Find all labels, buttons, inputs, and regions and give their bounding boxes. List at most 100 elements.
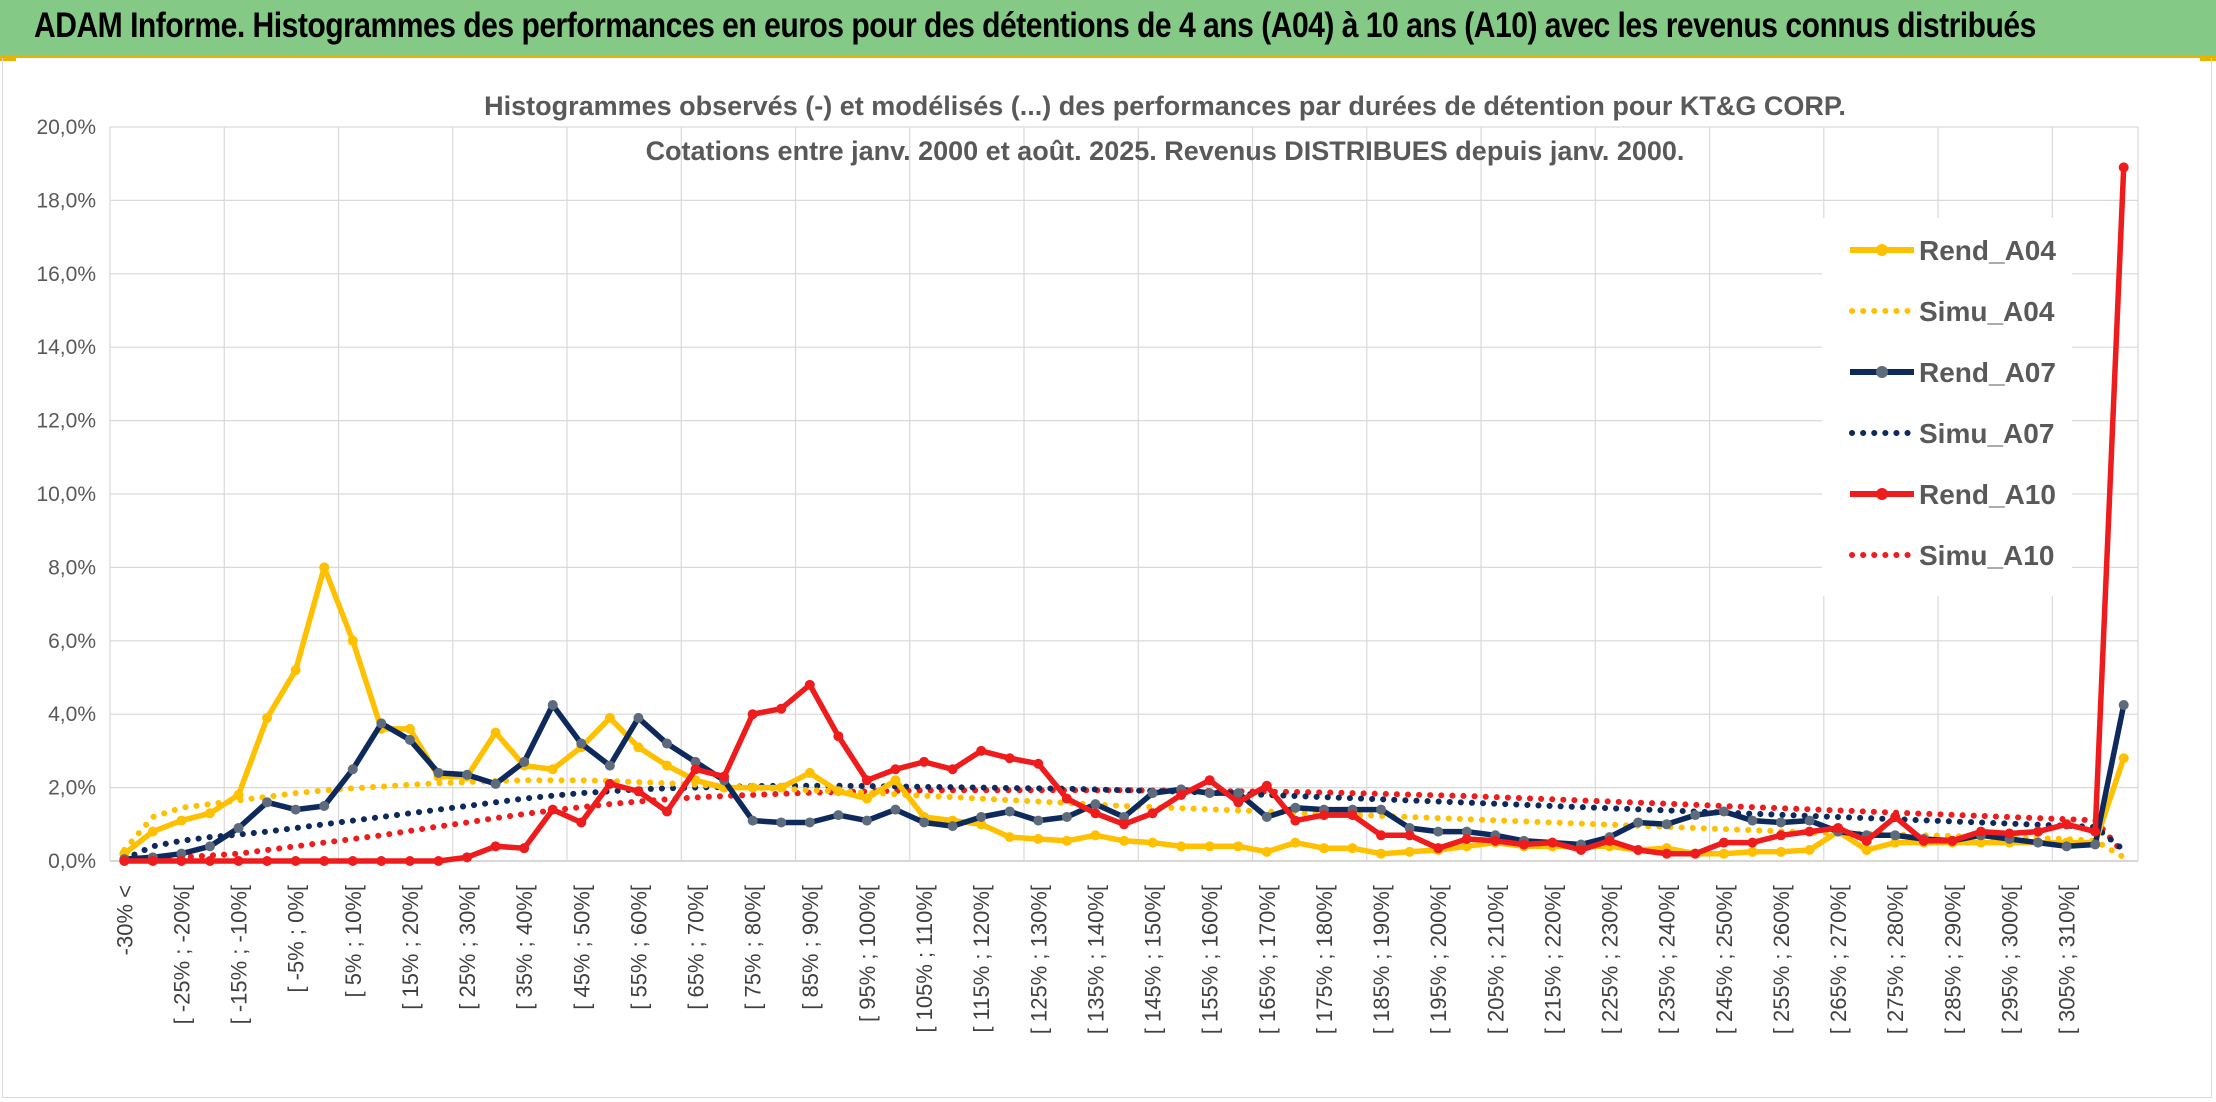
legend-label-simu_a10: Simu_A10	[1919, 540, 2054, 571]
data-point-rend_a10	[1490, 835, 1501, 846]
data-point-rend_a07	[204, 841, 215, 852]
data-point-rend_a07	[1061, 811, 1072, 822]
x-tick-label: [ 305% ; 310%[	[2055, 885, 2080, 1034]
data-point-rend_a07	[1090, 799, 1101, 810]
legend-label-rend_a04: Rend_A04	[1919, 235, 2056, 266]
data-point-rend_a04	[1090, 830, 1101, 841]
data-point-rend_a04	[633, 742, 644, 753]
data-point-rend_a10	[1119, 819, 1129, 830]
data-point-rend_a10	[433, 856, 444, 866]
data-point-rend_a04	[490, 727, 501, 738]
data-point-rend_a04	[890, 775, 901, 786]
data-point-rend_a10	[2090, 826, 2101, 837]
data-point-rend_a10	[1775, 830, 1786, 841]
x-tick-label: [ -5% ; 0%[	[284, 885, 309, 993]
data-point-rend_a07	[804, 817, 815, 828]
x-tick-label: [ 235% ; 240%[	[1655, 885, 1680, 1034]
data-point-rend_a10	[176, 856, 187, 866]
legend-label-rend_a07: Rend_A07	[1919, 357, 2056, 388]
data-point-rend_a07	[1804, 815, 1815, 826]
data-point-rend_a04	[1318, 843, 1329, 854]
data-point-rend_a10	[861, 775, 872, 786]
x-tick-label: [ 215% ; 220%[	[1540, 885, 1565, 1034]
y-tick-label: 6,0%	[48, 630, 96, 653]
data-point-rend_a10	[1604, 835, 1615, 846]
banner-corner-right	[2200, 56, 2216, 61]
data-point-rend_a07	[347, 764, 358, 775]
x-axis-ticks: -30% < [ -25% ; -20%[[ -15% ; -10%[[ -5% …	[112, 885, 2079, 1034]
data-point-rend_a07	[376, 718, 387, 729]
data-point-rend_a04	[404, 723, 415, 734]
data-point-rend_a07	[1290, 802, 1301, 813]
data-point-rend_a10	[233, 856, 244, 866]
data-point-rend_a07	[1433, 826, 1444, 837]
data-point-rend_a07	[1261, 811, 1272, 822]
data-point-rend_a10	[2033, 826, 2044, 837]
data-point-rend_a07	[1376, 804, 1387, 815]
data-point-rend_a04	[147, 826, 158, 837]
data-point-rend_a04	[2118, 753, 2129, 764]
series-lines	[119, 162, 2129, 866]
data-point-rend_a10	[1061, 793, 1072, 804]
data-point-rend_a10	[604, 778, 615, 789]
data-point-rend_a07	[1233, 788, 1244, 799]
data-point-rend_a07	[547, 700, 558, 711]
data-point-rend_a10	[147, 856, 158, 866]
legend-marker-rend_a04	[1876, 244, 1888, 256]
data-point-rend_a10	[1747, 837, 1758, 848]
data-point-rend_a04	[1861, 844, 1872, 855]
data-point-rend_a04	[1004, 832, 1015, 843]
data-point-rend_a04	[833, 786, 844, 797]
data-point-rend_a07	[433, 767, 444, 778]
data-point-rend_a04	[661, 760, 672, 771]
x-tick-label: [ 125% ; 130%[	[1026, 885, 1051, 1034]
data-point-rend_a07	[1890, 830, 1901, 841]
data-point-rend_a10	[1633, 844, 1644, 855]
legend-marker-rend_a07	[1876, 366, 1888, 378]
data-point-rend_a10	[1718, 837, 1729, 848]
data-point-rend_a10	[719, 771, 730, 782]
data-point-rend_a10	[1033, 758, 1044, 769]
data-point-rend_a10	[204, 856, 215, 866]
data-point-rend_a04	[1376, 848, 1387, 859]
x-tick-label: [ 95% ; 100%[	[855, 885, 880, 1022]
data-point-rend_a10	[1890, 811, 1901, 822]
data-point-rend_a10	[376, 856, 387, 866]
data-point-rend_a04	[547, 764, 558, 775]
data-point-rend_a07	[890, 804, 901, 815]
data-point-rend_a07	[1661, 819, 1672, 830]
data-point-rend_a10	[1804, 826, 1815, 837]
data-point-rend_a10	[1861, 835, 1872, 846]
chart-frame	[2, 58, 2212, 1098]
x-tick-label: [ 275% ; 280%[	[1883, 885, 1908, 1034]
data-point-rend_a10	[1147, 808, 1158, 819]
data-point-rend_a10	[1176, 789, 1187, 800]
x-tick-label: [ 145% ; 150%[	[1141, 885, 1166, 1034]
x-tick-label: [ 75% ; 80%[	[741, 885, 766, 1010]
data-point-rend_a10	[1204, 775, 1215, 786]
chart-title: Histogrammes observés (-) et modélisés (…	[484, 91, 1846, 121]
y-tick-label: 18,0%	[36, 189, 96, 212]
data-point-rend_a10	[633, 786, 644, 797]
data-point-rend_a10	[404, 856, 415, 866]
data-point-rend_a07	[2118, 700, 2129, 711]
x-tick-label: [ 35% ; 40%[	[512, 885, 537, 1010]
y-tick-label: 10,0%	[36, 483, 96, 506]
data-point-rend_a10	[1433, 843, 1444, 854]
data-point-rend_a10	[1918, 835, 1929, 846]
chart-subtitle: Cotations entre janv. 2000 et août. 2025…	[646, 136, 1685, 166]
y-tick-label: 16,0%	[36, 263, 96, 286]
data-point-rend_a10	[262, 856, 273, 866]
data-point-rend_a10	[490, 841, 501, 852]
banner-corner-left	[0, 56, 16, 61]
data-point-rend_a07	[262, 797, 273, 808]
data-point-rend_a07	[1404, 822, 1415, 833]
data-point-rend_a07	[2061, 841, 2072, 852]
data-point-rend_a07	[633, 712, 644, 723]
data-point-rend_a07	[319, 800, 330, 811]
data-point-rend_a04	[1404, 846, 1415, 857]
x-tick-label: [ 245% ; 250%[	[1712, 885, 1737, 1034]
x-tick-label: [ 25% ; 30%[	[455, 885, 480, 1010]
data-point-rend_a10	[947, 764, 958, 775]
